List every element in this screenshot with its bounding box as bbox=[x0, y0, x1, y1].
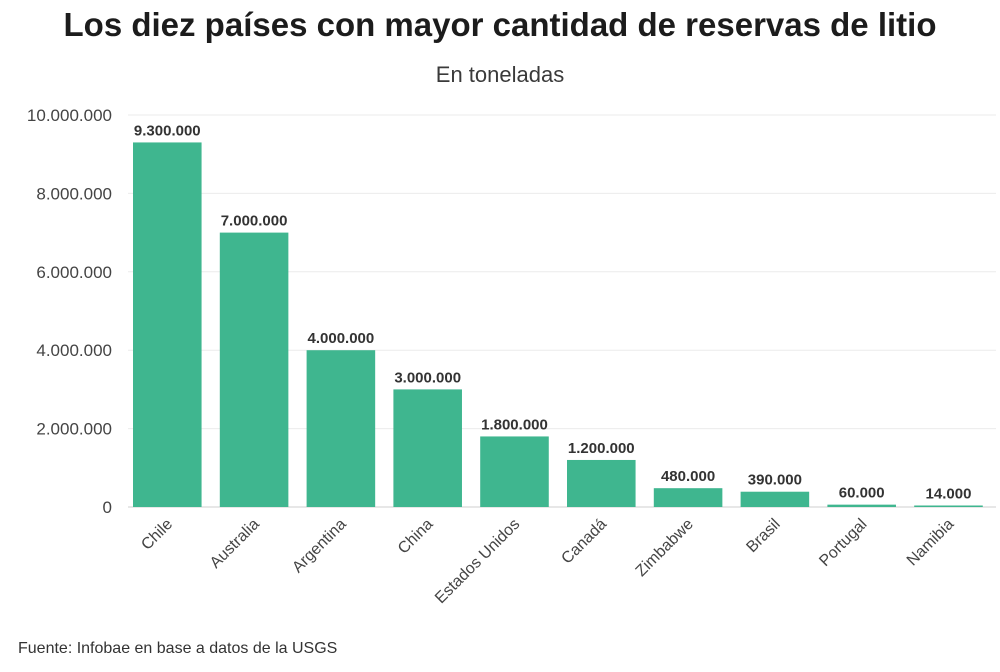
y-tick-label: 2.000.000 bbox=[36, 420, 112, 439]
data-label: 14.000 bbox=[926, 486, 972, 503]
bar bbox=[914, 505, 983, 507]
data-label: 3.000.000 bbox=[394, 369, 461, 386]
x-tick-label: Australia bbox=[207, 516, 263, 572]
data-labels: 9.300.000 7.000.000 4.000.000 3.000.000 1.80… bbox=[134, 122, 972, 502]
bar bbox=[219, 232, 289, 507]
bar bbox=[480, 436, 549, 507]
x-tick-label: Argentina bbox=[289, 516, 350, 577]
x-tick-label: Portugal bbox=[816, 516, 870, 570]
x-tick-label: Chile bbox=[138, 516, 176, 554]
source-note: Fuente: Infobae en base a datos de la US… bbox=[18, 640, 338, 657]
x-tick-label: Namibia bbox=[904, 516, 958, 570]
x-tick-label: China bbox=[395, 516, 437, 558]
bar bbox=[740, 491, 810, 507]
y-tick-label: 6.000.000 bbox=[36, 263, 112, 282]
bar bbox=[133, 142, 202, 507]
bar bbox=[827, 504, 896, 507]
y-tick-label: 4.000.000 bbox=[36, 341, 112, 360]
data-label: 60.000 bbox=[839, 485, 885, 502]
bars bbox=[133, 142, 983, 507]
y-axis: 0 2.000.000 4.000.000 6.000.000 8.000.000 10.… bbox=[27, 106, 112, 517]
y-tick-label: 10.000.000 bbox=[27, 106, 112, 125]
data-label: 4.000.000 bbox=[308, 330, 375, 347]
bar bbox=[653, 488, 723, 507]
data-label: 9.300.000 bbox=[134, 122, 201, 139]
bar bbox=[393, 389, 462, 507]
data-label: 1.800.000 bbox=[481, 416, 548, 433]
y-tick-label: 8.000.000 bbox=[36, 184, 112, 203]
x-tick-label: Estados Unidos bbox=[432, 516, 523, 607]
bar bbox=[567, 459, 636, 507]
data-label: 390.000 bbox=[748, 472, 802, 489]
y-tick-label: 0 bbox=[103, 498, 112, 517]
x-tick-label: Zimbabwe bbox=[633, 516, 697, 580]
x-tick-label: Brasil bbox=[743, 516, 783, 556]
bar bbox=[306, 350, 376, 507]
data-label: 7.000.000 bbox=[221, 213, 288, 230]
x-tick-label: Canadá bbox=[558, 516, 610, 568]
data-label: 480.000 bbox=[661, 468, 715, 485]
data-label: 1.200.000 bbox=[568, 440, 635, 457]
chart-subtitle: En toneladas bbox=[435, 62, 565, 87]
chart-title: Los diez países con mayor cantidad de re… bbox=[63, 6, 937, 43]
